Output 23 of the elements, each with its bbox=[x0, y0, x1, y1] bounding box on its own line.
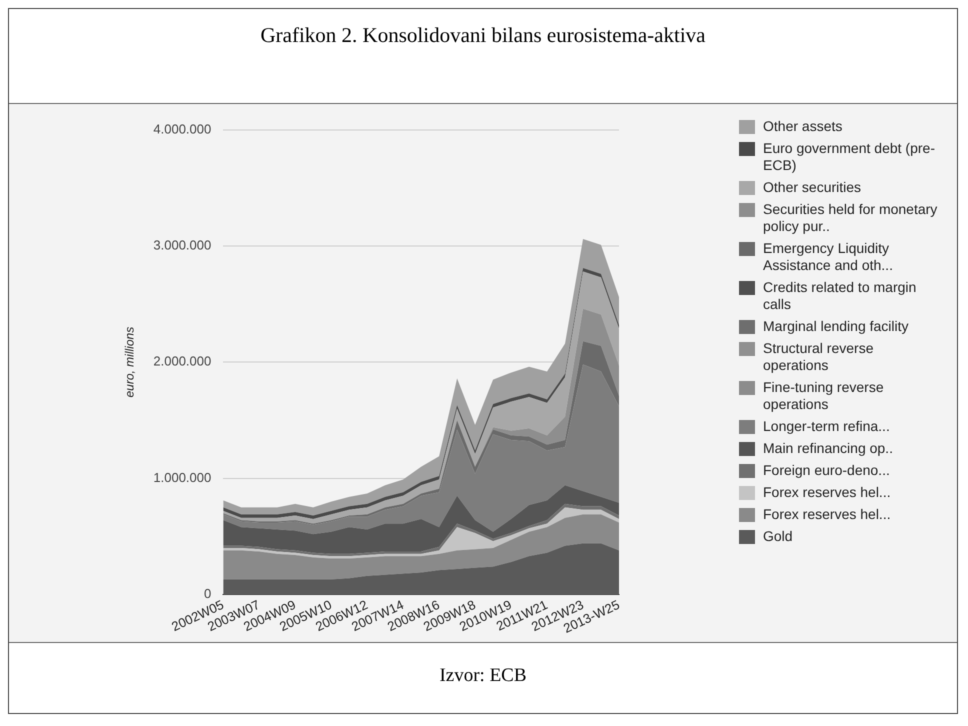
legend-label: Forex reserves hel... bbox=[763, 506, 891, 523]
legend-label: Longer-term refina... bbox=[763, 418, 890, 435]
legend-label: Gold bbox=[763, 528, 793, 545]
legend-label: Marginal lending facility bbox=[763, 318, 909, 335]
legend-label: Structural reverse operations bbox=[763, 340, 874, 374]
y-tick-label: 3.000.000 bbox=[153, 238, 212, 253]
y-tick-label: 1.000.000 bbox=[153, 470, 212, 485]
legend-label: Main refinancing op.. bbox=[763, 440, 893, 457]
legend-label: Other securities bbox=[763, 179, 862, 196]
legend-label: Emergency Liquidity Assistance and oth... bbox=[763, 240, 894, 274]
y-tick-label: 0 bbox=[204, 586, 212, 602]
chart-title: Grafikon 2. Konsolidovani bilans eurosistema-aktiva bbox=[260, 22, 706, 49]
legend-label: Credits related to margin calls bbox=[763, 279, 918, 313]
legend-label: Other assets bbox=[763, 118, 842, 135]
text: Izvor: ECB bbox=[438, 665, 528, 687]
y-axis-title: euro, millions bbox=[122, 326, 137, 398]
legend-label: Euro government debt (pre-ECB) bbox=[763, 140, 936, 174]
legend-label: Securities held for monetary policy pur.. bbox=[763, 201, 938, 235]
y-tick-label: 4.000.000 bbox=[153, 121, 212, 136]
legend-label: Foreign euro-deno... bbox=[763, 462, 890, 479]
legend-label: Fine-tuning reverse operations bbox=[763, 379, 885, 413]
legend-label: Forex reserves hel... bbox=[763, 484, 891, 501]
y-tick-label: 2.000.000 bbox=[153, 354, 212, 369]
